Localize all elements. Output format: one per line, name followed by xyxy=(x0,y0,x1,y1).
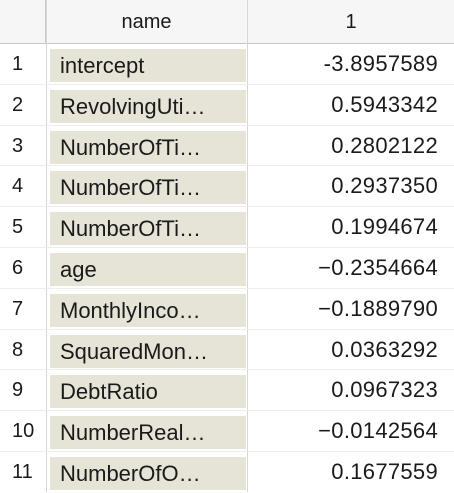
value-cell[interactable]: 0.2802122 xyxy=(331,132,438,158)
row-index: 9 xyxy=(12,379,24,402)
row-index: 6 xyxy=(12,256,24,279)
column-divider xyxy=(46,0,47,492)
table-row[interactable]: 1 intercept -3.8957589 xyxy=(0,44,454,85)
name-cell[interactable]: NumberOfO… xyxy=(50,456,246,490)
table-header: name 1 xyxy=(0,0,454,44)
value-cell[interactable]: 0.0363292 xyxy=(331,336,438,362)
row-divider xyxy=(0,165,454,167)
table-body: 1 intercept -3.8957589 2 RevolvingUti… 0… xyxy=(0,44,454,493)
name-cell[interactable]: SquaredMon… xyxy=(50,334,246,368)
name-cell[interactable]: NumberOfTi… xyxy=(50,130,246,164)
value-cell[interactable]: −0.1889790 xyxy=(318,295,438,321)
name-cell[interactable]: MonthlyInco… xyxy=(50,293,246,327)
row-index: 5 xyxy=(12,216,24,239)
row-divider xyxy=(0,206,454,208)
table-row[interactable]: 7 MonthlyInco… −0.1889790 xyxy=(0,289,454,330)
value-cell[interactable]: 0.0967323 xyxy=(331,377,438,403)
index-column-header[interactable] xyxy=(0,0,46,44)
column-divider xyxy=(247,0,248,492)
row-divider xyxy=(0,450,454,452)
name-cell[interactable]: DebtRatio xyxy=(50,375,246,409)
name-cell[interactable]: NumberReal… xyxy=(50,416,246,450)
value-cell[interactable]: 0.5943342 xyxy=(331,91,438,117)
row-index: 1 xyxy=(12,53,24,75)
table-row[interactable]: 5 NumberOfTi… 0.1994674 xyxy=(0,207,454,248)
value-cell[interactable]: -3.8957589 xyxy=(323,51,438,76)
row-index: 4 xyxy=(12,175,24,198)
table-row[interactable]: 9 DebtRatio 0.0967323 xyxy=(0,370,454,412)
name-cell[interactable]: RevolvingUti… xyxy=(50,89,246,123)
value-cell[interactable]: 0.1677559 xyxy=(331,458,438,484)
name-cell[interactable]: intercept xyxy=(50,49,246,82)
table-row[interactable]: 2 RevolvingUti… 0.5943342 xyxy=(0,85,454,126)
value-cell[interactable]: 0.2937350 xyxy=(331,173,438,199)
name-cell[interactable]: NumberOfTi… xyxy=(50,212,246,246)
name-cell[interactable]: NumberOfTi… xyxy=(50,171,246,205)
value-cell[interactable]: −0.0142564 xyxy=(318,418,438,444)
value-cell[interactable]: −0.2354664 xyxy=(318,254,438,280)
value-column-header[interactable]: 1 xyxy=(345,11,357,33)
name-column-header[interactable]: name xyxy=(46,0,248,44)
table-row[interactable]: 4 NumberOfTi… 0.2937350 xyxy=(0,166,454,208)
row-index: 3 xyxy=(12,134,24,157)
row-index: 2 xyxy=(12,93,24,116)
row-divider xyxy=(0,83,454,85)
row-divider xyxy=(0,287,454,289)
table-row[interactable]: 6 age −0.2354664 xyxy=(0,248,454,289)
row-index: 10 xyxy=(12,420,35,443)
name-cell[interactable]: age xyxy=(50,252,246,286)
table-row[interactable]: 10 NumberReal… −0.0142564 xyxy=(0,411,454,452)
row-divider xyxy=(0,246,454,248)
row-divider xyxy=(0,124,454,126)
row-divider xyxy=(0,410,454,412)
row-divider xyxy=(0,328,454,330)
row-index: 8 xyxy=(12,338,24,361)
row-index: 11 xyxy=(12,460,33,483)
row-divider xyxy=(0,369,454,371)
table-row[interactable]: 8 SquaredMon… 0.0363292 xyxy=(0,330,454,371)
table-row[interactable]: 3 NumberOfTi… 0.2802122 xyxy=(0,126,454,167)
value-cell[interactable]: 0.1994674 xyxy=(331,214,438,240)
table-row[interactable]: 11 NumberOfO… 0.1677559 xyxy=(0,452,454,493)
row-index: 7 xyxy=(12,297,24,320)
